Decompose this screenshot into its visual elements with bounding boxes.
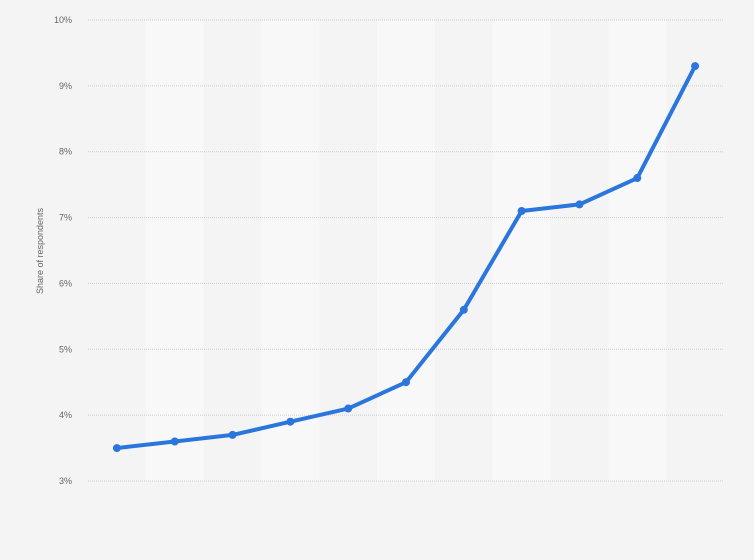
data-point: [633, 174, 642, 183]
data-points: [112, 62, 700, 453]
y-tick-label: 8%: [59, 147, 72, 157]
column-band: [377, 20, 435, 481]
data-point: [286, 417, 295, 426]
column-band: [145, 20, 204, 481]
y-tick-label: 7%: [59, 213, 72, 223]
data-point: [344, 404, 353, 413]
y-tick-label: 9%: [59, 81, 72, 91]
data-point: [402, 378, 410, 387]
data-point: [228, 430, 237, 439]
column-bands: [145, 20, 667, 481]
y-axis-ticks: 3% 4% 5% 6% 7% 8% 9% 10%: [54, 15, 72, 486]
y-tick-label: 10%: [54, 15, 72, 25]
y-tick-label: 4%: [59, 410, 72, 420]
data-point: [170, 437, 179, 446]
y-tick-label: 6%: [59, 278, 72, 288]
column-band: [261, 20, 320, 481]
y-tick-label: 3%: [59, 476, 72, 486]
column-band: [492, 20, 551, 481]
y-axis-label: Share of respondents: [35, 207, 45, 294]
data-point: [517, 206, 526, 215]
column-band: [608, 20, 667, 481]
data-point: [459, 305, 468, 314]
data-point: [112, 444, 121, 453]
data-point: [575, 200, 584, 209]
data-point: [691, 62, 700, 71]
gridlines: [88, 19, 724, 482]
y-tick-label: 5%: [59, 344, 72, 354]
